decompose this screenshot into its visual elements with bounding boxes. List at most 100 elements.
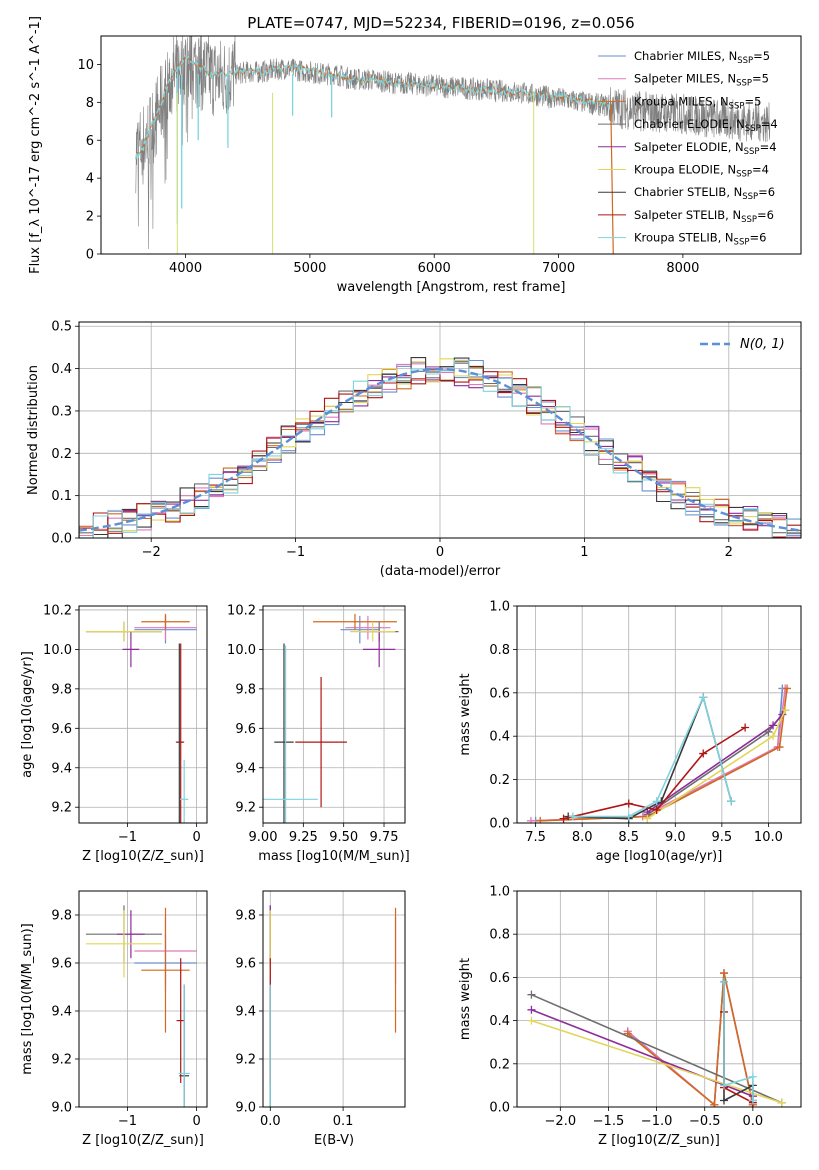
x-tick-label: 0 — [192, 1114, 200, 1129]
legend-subscript: SSP — [741, 215, 757, 225]
plot-area — [135, 36, 771, 254]
x-axis-label: mass [log10(M/M_sun)] — [258, 849, 410, 864]
legend-subscript: SSP — [745, 124, 761, 134]
y-tick-label: 9.2 — [51, 801, 72, 816]
x-axis-label: wavelength [Angstrom, rest frame] — [337, 280, 566, 295]
legend-entry: Kroupa ELODIE, NSSP=4 — [634, 163, 769, 180]
y-tick-label: 0.3 — [51, 404, 72, 419]
plus-marker — [741, 723, 750, 732]
plot-area — [85, 613, 197, 823]
series-chabrier-stelib — [564, 693, 736, 823]
plus-marker — [727, 797, 736, 806]
plus-marker — [527, 990, 536, 999]
figure-title: PLATE=0747, MJD=52234, FIBERID=0196, z=0… — [247, 14, 634, 32]
x-tick-label: −1.5 — [593, 1114, 625, 1129]
y-tick-label: 9.6 — [235, 722, 256, 737]
model-spectrum-line — [135, 55, 612, 160]
axes-border — [262, 605, 406, 824]
plus-marker — [781, 706, 790, 715]
y-tick-label: 9.4 — [51, 761, 72, 776]
y-axis-label: Normed distribution — [26, 365, 41, 495]
errorbar-salpeter-stelib — [176, 958, 185, 1083]
series-kroupa-elodie — [643, 706, 790, 823]
x-tick-label: 8.0 — [572, 830, 593, 845]
errorbar-kroupa-miles — [141, 613, 190, 630]
axes-frame: 0.0 0.1 9.0 9.2 9.4 9.6 9.8 E(B-V) — [235, 890, 406, 1148]
legend-count: =5 — [744, 94, 761, 108]
panel-mass-vs-z: −1 0 9.0 9.2 9.4 9.6 9.8 Z [log10(Z/Z_sun)] mass… — [20, 890, 208, 1148]
plus-marker — [527, 1016, 536, 1025]
y-tick-label: 9.4 — [235, 761, 256, 776]
plus-marker — [769, 721, 778, 730]
errorbar-salpeter-stelib — [295, 677, 347, 808]
x-axis-label: Z [log10(Z/Z_sun)] — [598, 1133, 720, 1148]
legend-count: =4 — [760, 140, 777, 154]
plot-area — [263, 613, 399, 823]
plus-marker — [719, 969, 728, 978]
legend-subscript: SSP — [744, 147, 760, 157]
errorbar-salpeter-stelib — [177, 643, 185, 823]
x-tick-label: 0.0 — [260, 1114, 281, 1129]
x-tick-label: −0.5 — [689, 1114, 721, 1129]
x-tick-label: 9.75 — [370, 830, 399, 845]
panel-spectrum: 4000 5000 6000 7000 8000 0 2 4 6 8 10 wavelength [A… — [28, 16, 802, 295]
axes-border — [516, 890, 802, 1108]
x-axis-label: Z [log10(Z/Z_sun)] — [82, 1133, 204, 1148]
x-tick-label: 9.00 — [249, 830, 278, 845]
y-tick-label: 0.0 — [489, 1101, 510, 1116]
series-kroupa-stelib — [568, 693, 736, 821]
x-tick-label: 0 — [436, 545, 444, 560]
plus-marker — [652, 797, 661, 806]
y-tick-label: 0.6 — [489, 686, 510, 701]
x-axis-label: age [log10(age/yr)] — [596, 849, 723, 864]
y-axis-label: Flux [f_λ 10^-17 erg cm^-2 s^-1 A^-1] — [28, 16, 43, 274]
y-tick-label: 9.6 — [51, 957, 72, 972]
y-tick-label: 0.6 — [489, 971, 510, 986]
y-tick-label: 0.1 — [51, 489, 72, 504]
plus-marker — [536, 816, 545, 823]
plot-area — [269, 905, 397, 1107]
plus-marker — [783, 684, 792, 693]
y-tick-label: 0.5 — [51, 320, 72, 335]
plus-marker — [624, 812, 633, 821]
y-tick-label: 9.0 — [235, 1101, 256, 1116]
y-axis-label: mass weight — [458, 673, 473, 755]
plus-marker — [719, 1081, 728, 1090]
y-tick-label: 0.0 — [51, 532, 72, 547]
y-axis-label: age [log10(age/yr)] — [20, 651, 35, 778]
histogram-kroupa-stelib — [79, 359, 801, 538]
legend-subscript: SSP — [729, 101, 745, 111]
normal-reference-curve — [79, 367, 801, 532]
series-line — [540, 688, 788, 822]
y-tick-label: 1.0 — [489, 600, 510, 615]
x-tick-label: 6000 — [418, 261, 451, 276]
legend-count: =6 — [758, 185, 775, 199]
x-tick-label: −1 — [286, 545, 305, 560]
panel-weight-vs-age: 7.5 8.0 8.5 9.0 9.5 10.0 0.0 0.2 0.4 0.6 0.8 1.0 age… — [458, 600, 802, 864]
y-tick-label: 6 — [86, 134, 94, 149]
y-tick-label: 10.2 — [227, 603, 256, 618]
axes-border — [78, 890, 208, 1108]
y-tick-label: 10.2 — [43, 603, 72, 618]
errorbar-kroupa-elodie — [85, 621, 163, 642]
legend-count: =6 — [749, 231, 766, 245]
y-tick-label: 10 — [77, 58, 94, 73]
x-axis-label: (data-model)/error — [380, 564, 501, 579]
plus-marker — [748, 1072, 757, 1081]
plot-area — [526, 684, 792, 823]
y-tick-label: 1.0 — [489, 885, 510, 900]
axes-border — [100, 35, 802, 255]
legend-count: =5 — [753, 49, 770, 63]
errorbar-kroupa-miles — [141, 907, 190, 1033]
errorbar-kroupa-stelib — [178, 984, 190, 1107]
errorbar-kroupa-elodie — [85, 910, 163, 978]
y-tick-label: 10.0 — [43, 643, 72, 658]
errorbar-chabrier-miles — [340, 615, 380, 644]
model-cutoff-line — [610, 104, 614, 254]
y-tick-label: 4 — [86, 172, 94, 187]
plus-marker — [568, 812, 577, 821]
legend-count: =5 — [752, 72, 769, 86]
y-tick-label: 10.0 — [227, 643, 256, 658]
legend-entry: Kroupa MILES, NSSP=5 — [634, 94, 761, 111]
